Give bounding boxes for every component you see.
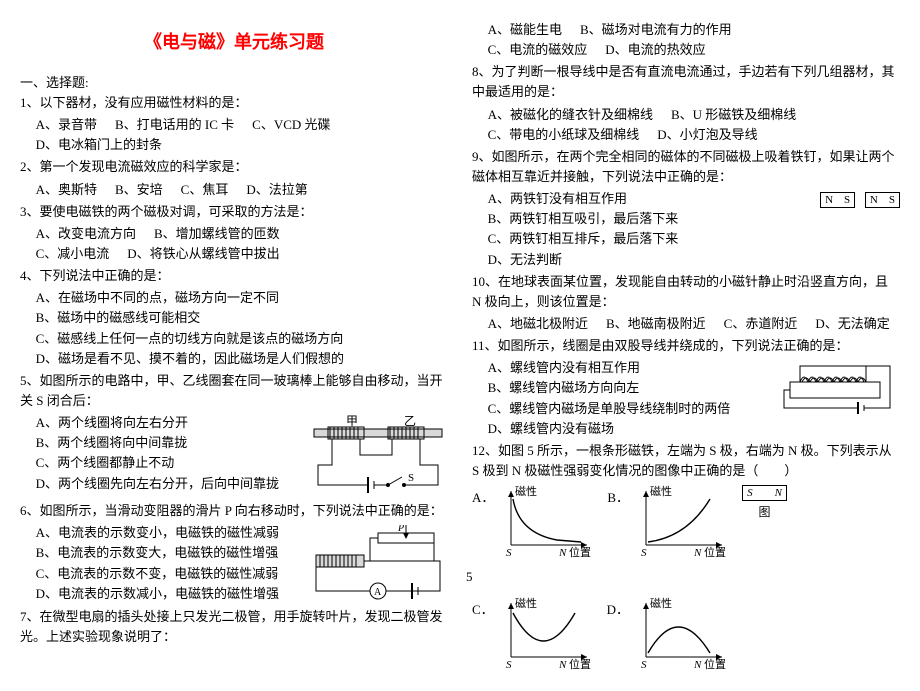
q11-stem: 11、如图所示，线圈是由双股导线并绕成的，下列说法正确的是： — [472, 336, 900, 356]
q9-opt-c: C、两铁钉相互排斥，最后落下来 — [488, 229, 900, 249]
q2-opt-b: B、安培 — [115, 180, 163, 200]
q12-bar-magnet: S N — [742, 485, 787, 501]
svg-text:P: P — [397, 525, 404, 534]
q12-chart-c: 磁性 S N 位置 — [497, 597, 593, 671]
q8-opt-c: C、带电的小纸球及细棉线 — [488, 125, 640, 145]
q1-opt-b: B、打电话用的 IC 卡 — [115, 115, 234, 135]
q7-opt-a: A、磁能生电 — [488, 20, 562, 40]
svg-text:S: S — [506, 659, 512, 671]
q1-opt-a: A、录音带 — [36, 115, 97, 135]
q3-opt-d: D、将铁心从螺线管中拔出 — [127, 244, 279, 264]
svg-text:磁性: 磁性 — [515, 485, 537, 498]
q3-opt-c: C、减小电流 — [36, 244, 110, 264]
q7-opt-b: B、磁场对电流有力的作用 — [580, 20, 732, 40]
svg-text:N: N — [693, 659, 702, 671]
q12-stem: 12、如图 5 所示，一根条形磁铁，左端为 S 极，右端为 N 极。下列表示从 … — [472, 441, 900, 481]
q10-opt-d: D、无法确定 — [815, 314, 889, 334]
q9-opt-b: B、两铁钉相互吸引，最后落下来 — [488, 209, 900, 229]
q7-stem: 7、在微型电扇的插头处接上只发光二极管，用手旋转叶片，发现二极管发光。上述实验现… — [20, 607, 448, 647]
q3-stem: 3、要使电磁铁的两个磁极对调，可采取的方法是： — [20, 202, 448, 222]
q4-opt-d: D、磁场是看不见、摸不着的，因此磁场是人们假想的 — [36, 349, 448, 369]
q12-fig-number: 5 — [466, 569, 894, 585]
q12-opt-d: D． — [607, 597, 629, 618]
q9-figure: N S N S — [820, 191, 900, 208]
q12-opt-c: C． — [472, 597, 494, 618]
svg-text:N: N — [558, 547, 567, 559]
q6-stem: 6、如图所示，当滑动变阻器的滑片 P 向右移动时，下列说法中正确的是： — [20, 501, 448, 521]
section-heading: 一、选择题: — [20, 72, 448, 91]
svg-text:甲: 甲 — [346, 415, 358, 428]
q9-stem: 9、如图所示，在两个完全相同的磁体的不同磁极上吸着铁钉，如果让两个磁体相互靠近并… — [472, 147, 900, 187]
svg-text:S: S — [641, 659, 647, 671]
q11-figure — [780, 360, 900, 418]
q2-stem: 2、第一个发现电流磁效应的科学家是： — [20, 157, 448, 177]
q12-opt-b: B． — [607, 485, 629, 506]
q12-chart-d: 磁性 S N 位置 — [632, 597, 728, 671]
q2-opt-a: A、奥斯特 — [36, 180, 97, 200]
q8-opt-a: A、被磁化的缝衣针及细棉线 — [488, 105, 653, 125]
svg-text:N: N — [558, 659, 567, 671]
svg-text:N: N — [693, 547, 702, 559]
q4-opt-b: B、磁场中的磁感线可能相交 — [36, 308, 448, 328]
q10-stem: 10、在地球表面某位置，发现能自由转动的小磁针静止时沿竖直方向，且 N 极向上，… — [472, 272, 900, 312]
svg-text:磁性: 磁性 — [515, 597, 537, 610]
q12-chart-a: 磁性 S N 位置 — [497, 485, 593, 559]
q4-stem: 4、下列说法中正确的是： — [20, 266, 448, 286]
svg-text:位置: 位置 — [569, 657, 591, 671]
q8-stem: 8、为了判断一根导线中是否有直流电流通过，手边若有下列几组器材，其中最适用的是： — [472, 62, 900, 102]
svg-text:磁性: 磁性 — [650, 597, 672, 610]
q8-opt-b: B、U 形磁铁及细棉线 — [671, 105, 796, 125]
svg-text:S: S — [506, 547, 512, 559]
svg-text:S: S — [641, 547, 647, 559]
q5-stem: 5、如图所示的电路中，甲、乙线圈套在同一玻璃棒上能够自由移动，当开关 S 闭合后… — [20, 371, 448, 411]
q3-opt-a: A、改变电流方向 — [36, 224, 136, 244]
svg-text:A: A — [374, 587, 382, 598]
q12-charts: A． 磁性 S N 位置 B． — [472, 485, 900, 671]
q11-opt-d: D、螺线管内没有磁场 — [488, 419, 900, 439]
q2-opt-d: D、法拉第 — [246, 180, 307, 200]
svg-text:位置: 位置 — [704, 657, 726, 671]
q7-opt-d: D、电流的热效应 — [605, 40, 705, 60]
q5-figure: 甲 乙 — [308, 415, 448, 497]
q8-opt-d: D、小灯泡及导线 — [657, 125, 757, 145]
q3-opt-b: B、增加螺线管的匝数 — [154, 224, 280, 244]
svg-text:磁性: 磁性 — [650, 485, 672, 498]
q12-opt-a: A． — [472, 485, 494, 506]
q9-opt-d: D、无法判断 — [488, 250, 900, 270]
q1-opt-d: D、电冰箱门上的封条 — [36, 135, 162, 155]
q10-opt-a: A、地磁北极附近 — [488, 314, 588, 334]
q7-opt-c: C、电流的磁效应 — [488, 40, 588, 60]
svg-text:位置: 位置 — [704, 545, 726, 559]
q2-opt-c: C、焦耳 — [181, 180, 229, 200]
page-title: 《电与磁》单元练习题 — [20, 28, 448, 54]
svg-text:乙: 乙 — [404, 415, 416, 428]
q1-opt-c: C、VCD 光碟 — [252, 115, 330, 135]
q12-fig-label: 图 — [758, 503, 770, 520]
q10-opt-c: C、赤道附近 — [724, 314, 798, 334]
q4-opt-a: A、在磁场中不同的点，磁场方向一定不同 — [36, 288, 448, 308]
q4-opt-c: C、磁感线上任何一点的切线方向就是该点的磁场方向 — [36, 329, 448, 349]
svg-text:S: S — [408, 472, 414, 484]
q6-figure: P A — [308, 525, 448, 603]
q12-chart-b: 磁性 S N 位置 — [632, 485, 728, 559]
q1-stem: 1、以下器材，没有应用磁性材料的是： — [20, 93, 448, 113]
q10-opt-b: B、地磁南极附近 — [606, 314, 706, 334]
svg-text:位置: 位置 — [569, 545, 591, 559]
